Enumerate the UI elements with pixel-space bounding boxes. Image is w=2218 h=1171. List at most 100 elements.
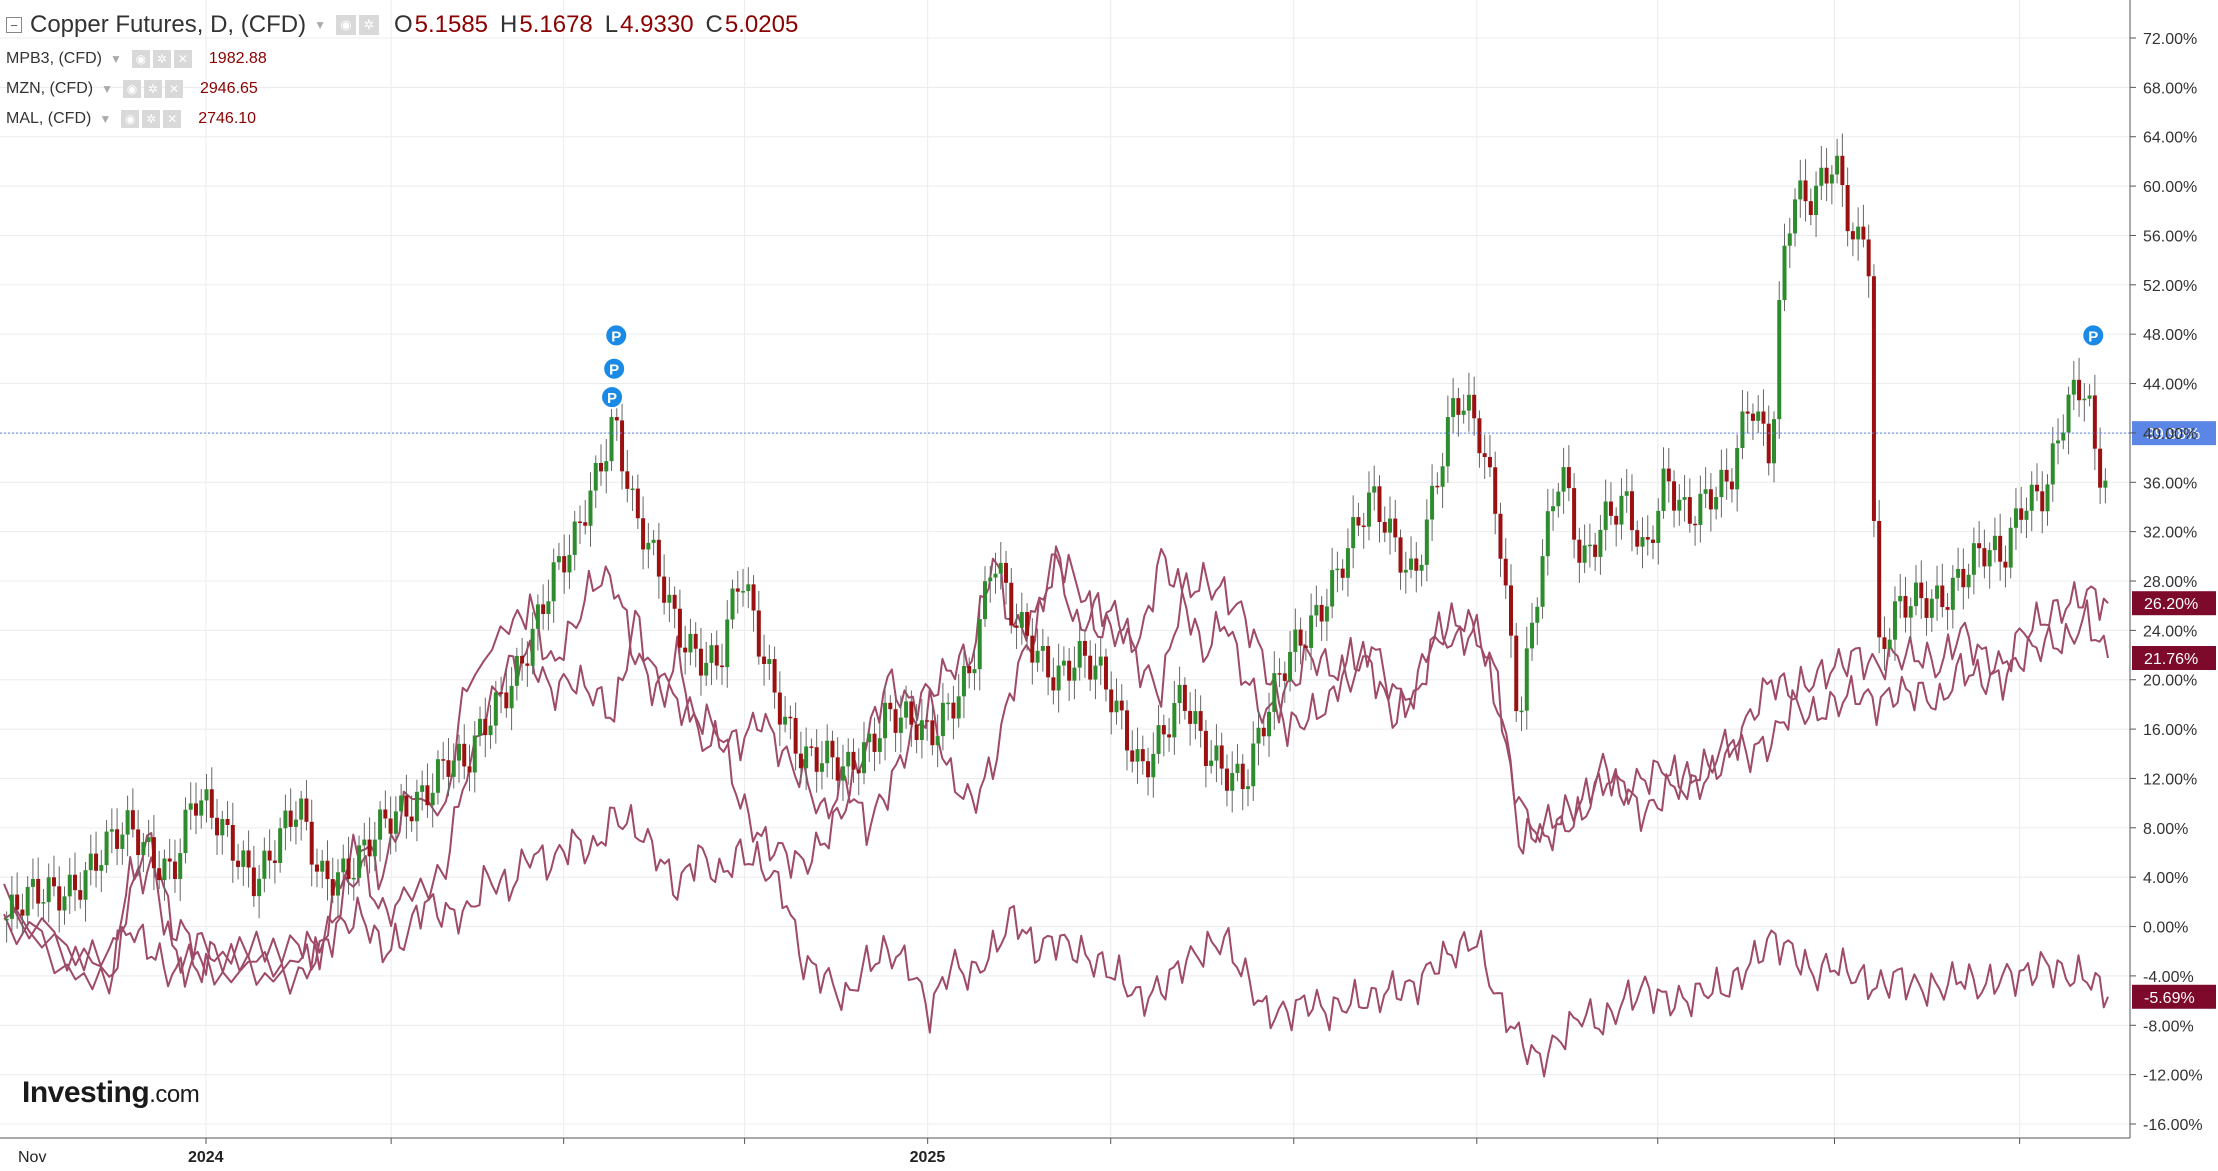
candle-up	[430, 792, 435, 806]
candle-up	[1114, 700, 1119, 713]
candle-up	[651, 539, 656, 543]
candle-down	[1919, 582, 1924, 599]
candle-up	[898, 717, 903, 733]
overlay-name[interactable]: MAL, (CFD)	[6, 110, 92, 127]
chevron-down-icon[interactable]: ▼	[101, 82, 113, 96]
candle-up	[1929, 598, 1934, 618]
candle-down	[1651, 539, 1656, 543]
candle-up	[2103, 480, 2108, 488]
candle-down	[698, 648, 703, 676]
x-tick-label: 2025	[910, 1149, 946, 1166]
candle-up	[1445, 417, 1450, 467]
event-marker-label: P	[607, 390, 617, 407]
candle-down	[798, 753, 803, 769]
ohlc-high-value: 5.1678	[519, 11, 593, 38]
eye-icon[interactable]: ◉	[122, 80, 141, 98]
close-icon[interactable]: ✕	[173, 50, 192, 68]
candle-down	[504, 692, 509, 709]
candle-up	[30, 878, 35, 887]
eye-icon[interactable]: ◉	[121, 110, 140, 128]
event-marker[interactable]	[602, 356, 627, 381]
close-icon[interactable]: ✕	[163, 110, 182, 128]
candle-up	[646, 542, 651, 550]
candle-up	[514, 655, 519, 686]
gear-icon[interactable]: ✲	[358, 15, 379, 35]
y-tick-label: 36.00%	[2143, 475, 2197, 492]
candle-down	[130, 810, 135, 830]
candle-up	[1366, 492, 1371, 527]
candle-up	[1677, 499, 1682, 511]
candle-down	[1672, 481, 1677, 511]
candle-up	[2008, 527, 2013, 568]
candle-down	[1051, 677, 1056, 691]
candle-up	[199, 800, 204, 816]
gear-icon[interactable]: ✲	[152, 50, 171, 68]
candle-up	[1719, 469, 1724, 498]
eye-icon[interactable]: ◉	[335, 15, 356, 35]
event-marker[interactable]	[604, 323, 629, 348]
candle-down	[115, 829, 120, 849]
eye-icon[interactable]: ◉	[131, 50, 150, 68]
candle-up	[1335, 568, 1340, 571]
candle-up	[535, 604, 540, 629]
candle-down	[672, 594, 677, 609]
chevron-down-icon[interactable]: ▼	[110, 52, 122, 66]
candle-down	[1614, 515, 1619, 525]
candle-down	[1577, 539, 1582, 563]
candle-up	[336, 872, 341, 896]
candle-up	[1914, 582, 1919, 607]
y-tick-label: -16.00%	[2143, 1117, 2203, 1134]
candle-down	[409, 816, 414, 822]
overlay-name[interactable]: MZN, (CFD)	[6, 80, 94, 97]
candle-down	[625, 471, 630, 489]
instrument-title[interactable]: Copper Futures, D, (CFD)	[30, 11, 307, 38]
event-marker[interactable]	[2081, 323, 2106, 348]
candle-down	[1046, 645, 1051, 678]
candle-up	[1209, 760, 1214, 766]
candle-down	[814, 747, 819, 772]
candle-down	[851, 751, 856, 770]
candle-up	[41, 902, 46, 904]
candle-up	[456, 743, 461, 761]
candle-up	[178, 853, 183, 879]
candle-down	[1961, 568, 1966, 588]
candle-down	[15, 894, 20, 910]
y-tick-label: 12.00%	[2143, 771, 2197, 788]
candle-down	[1014, 625, 1019, 628]
event-marker-label: P	[611, 328, 621, 345]
y-tick-label: 68.00%	[2143, 80, 2197, 97]
candle-down	[1903, 596, 1908, 618]
y-tick-label: 20.00%	[2143, 673, 2197, 690]
candle-down	[136, 829, 141, 856]
event-marker[interactable]	[600, 385, 625, 410]
investing-logo: Investing.com	[22, 1076, 200, 1109]
candle-up	[1619, 495, 1624, 525]
gear-icon[interactable]: ✲	[143, 80, 162, 98]
candle-down	[230, 824, 235, 861]
candle-down	[1745, 411, 1750, 414]
close-icon[interactable]: ✕	[164, 80, 183, 98]
candle-up	[946, 702, 951, 705]
candle-down	[1377, 486, 1382, 522]
candle-down	[693, 633, 698, 649]
chevron-down-icon[interactable]: ▼	[314, 18, 326, 32]
overlay-value-badge	[2132, 984, 2216, 1009]
collapse-minus-icon[interactable]: −	[6, 17, 22, 33]
candle-up	[341, 858, 346, 873]
overlay-name[interactable]: MPB3, (CFD)	[6, 50, 102, 67]
candle-up	[1971, 543, 1976, 575]
ohlc-low-value: 4.9330	[620, 11, 694, 38]
candle-up	[1324, 606, 1329, 622]
ohlc-close-value: 5.0205	[724, 11, 799, 38]
candle-up	[1035, 650, 1040, 663]
candle-down	[1608, 501, 1613, 516]
candle-up	[399, 795, 404, 812]
chevron-down-icon[interactable]: ▼	[99, 112, 112, 126]
gear-icon[interactable]: ✲	[142, 110, 161, 128]
y-tick-label: -4.00%	[2143, 969, 2194, 986]
candle-up	[1603, 501, 1608, 530]
candle-down	[756, 610, 761, 657]
candle-down	[1203, 730, 1208, 766]
candle-down	[525, 663, 530, 666]
